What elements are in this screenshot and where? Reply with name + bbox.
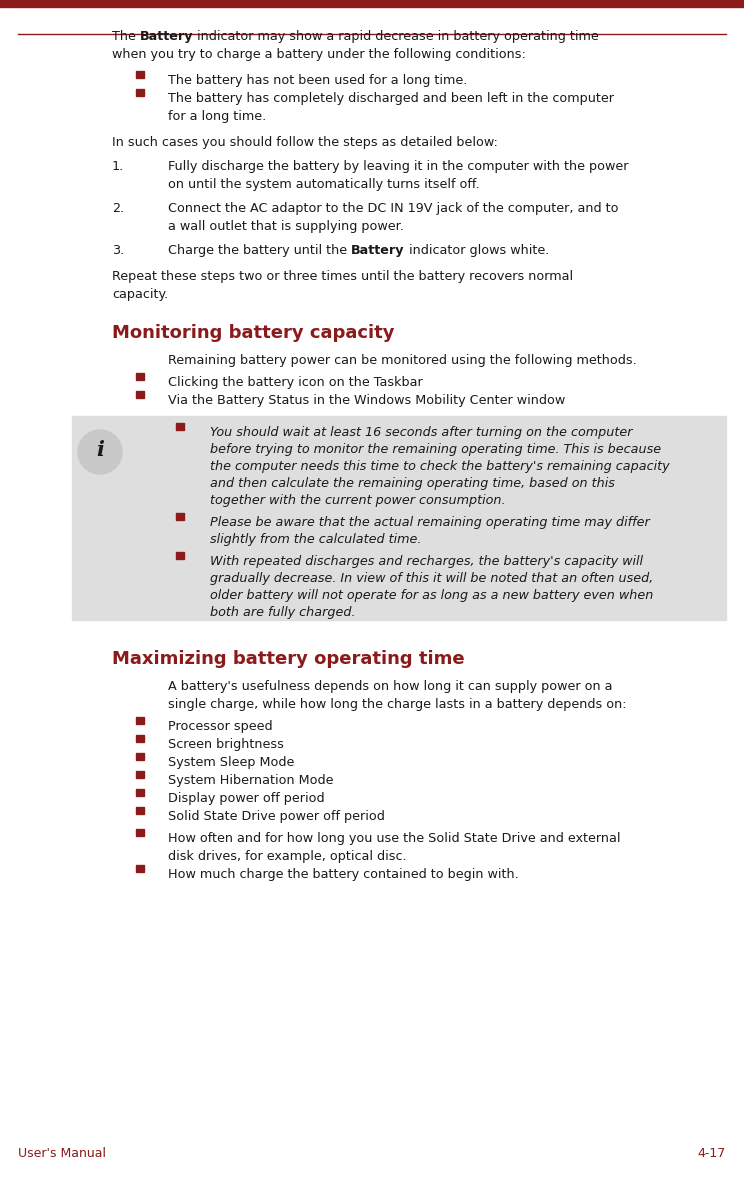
Text: gradually decrease. In view of this it will be noted that an often used,: gradually decrease. In view of this it w… bbox=[210, 572, 653, 585]
Text: System Hibernation Mode: System Hibernation Mode bbox=[168, 773, 333, 788]
Text: 3.: 3. bbox=[112, 244, 124, 257]
Bar bbox=[136, 71, 144, 78]
Text: Remaining battery power can be monitored using the following methods.: Remaining battery power can be monitored… bbox=[168, 354, 637, 367]
Text: User's Manual: User's Manual bbox=[18, 1147, 106, 1160]
Text: The battery has not been used for a long time.: The battery has not been used for a long… bbox=[168, 74, 467, 87]
Text: Screen brightness: Screen brightness bbox=[168, 738, 284, 751]
Text: before trying to monitor the remaining operating time. This is because: before trying to monitor the remaining o… bbox=[210, 443, 661, 456]
Bar bbox=[72, 416, 726, 620]
Text: Fully discharge the battery by leaving it in the computer with the power: Fully discharge the battery by leaving i… bbox=[168, 160, 629, 173]
Text: when you try to charge a battery under the following conditions:: when you try to charge a battery under t… bbox=[112, 48, 526, 61]
Bar bbox=[136, 373, 144, 380]
Text: capacity.: capacity. bbox=[112, 288, 168, 301]
Text: Monitoring battery capacity: Monitoring battery capacity bbox=[112, 324, 394, 342]
Text: together with the current power consumption.: together with the current power consumpt… bbox=[210, 494, 505, 507]
Circle shape bbox=[78, 430, 122, 474]
Text: Processor speed: Processor speed bbox=[168, 720, 272, 733]
Text: Connect the AC adaptor to the DC IN 19V jack of the computer, and to: Connect the AC adaptor to the DC IN 19V … bbox=[168, 202, 618, 215]
Text: The: The bbox=[112, 29, 140, 42]
Bar bbox=[136, 806, 144, 814]
Text: the computer needs this time to check the battery's remaining capacity: the computer needs this time to check th… bbox=[210, 460, 670, 473]
Text: Via the Battery Status in the Windows Mobility Center window: Via the Battery Status in the Windows Mo… bbox=[168, 394, 565, 407]
Bar bbox=[176, 513, 184, 520]
Text: Battery: Battery bbox=[140, 29, 193, 42]
Text: slightly from the calculated time.: slightly from the calculated time. bbox=[210, 533, 421, 546]
Bar bbox=[136, 789, 144, 796]
Bar bbox=[136, 717, 144, 724]
Text: and then calculate the remaining operating time, based on this: and then calculate the remaining operati… bbox=[210, 477, 615, 490]
Text: i: i bbox=[96, 440, 104, 460]
Text: indicator glows white.: indicator glows white. bbox=[405, 244, 549, 257]
Text: 2.: 2. bbox=[112, 202, 124, 215]
Text: Solid State Drive power off period: Solid State Drive power off period bbox=[168, 810, 385, 823]
Bar bbox=[136, 829, 144, 836]
Text: both are fully charged.: both are fully charged. bbox=[210, 606, 356, 619]
Bar bbox=[136, 88, 144, 95]
Text: disk drives, for example, optical disc.: disk drives, for example, optical disc. bbox=[168, 850, 407, 863]
Text: Charge the battery until the: Charge the battery until the bbox=[168, 244, 351, 257]
Text: Display power off period: Display power off period bbox=[168, 792, 324, 805]
Text: 1.: 1. bbox=[112, 160, 124, 173]
Text: How often and for how long you use the Solid State Drive and external: How often and for how long you use the S… bbox=[168, 832, 620, 845]
Text: Clicking the battery icon on the Taskbar: Clicking the battery icon on the Taskbar bbox=[168, 376, 423, 389]
Text: a wall outlet that is supplying power.: a wall outlet that is supplying power. bbox=[168, 220, 404, 233]
Text: A battery's usefulness depends on how long it can supply power on a: A battery's usefulness depends on how lo… bbox=[168, 680, 612, 693]
Text: single charge, while how long the charge lasts in a battery depends on:: single charge, while how long the charge… bbox=[168, 698, 626, 711]
Text: older battery will not operate for as long as a new battery even when: older battery will not operate for as lo… bbox=[210, 590, 653, 602]
Text: for a long time.: for a long time. bbox=[168, 110, 266, 123]
Text: How much charge the battery contained to begin with.: How much charge the battery contained to… bbox=[168, 868, 519, 881]
Bar bbox=[0, 0, 744, 7]
Text: Battery: Battery bbox=[351, 244, 405, 257]
Text: 4-17: 4-17 bbox=[698, 1147, 726, 1160]
Text: indicator may show a rapid decrease in battery operating time: indicator may show a rapid decrease in b… bbox=[193, 29, 599, 42]
Text: System Sleep Mode: System Sleep Mode bbox=[168, 756, 295, 769]
Bar bbox=[176, 552, 184, 559]
Bar bbox=[136, 735, 144, 742]
Text: With repeated discharges and recharges, the battery's capacity will: With repeated discharges and recharges, … bbox=[210, 555, 643, 568]
Bar bbox=[136, 753, 144, 759]
Text: Repeat these steps two or three times until the battery recovers normal: Repeat these steps two or three times un… bbox=[112, 270, 573, 283]
Text: Maximizing battery operating time: Maximizing battery operating time bbox=[112, 650, 464, 668]
Bar bbox=[136, 771, 144, 778]
Bar bbox=[136, 390, 144, 397]
Text: You should wait at least 16 seconds after turning on the computer: You should wait at least 16 seconds afte… bbox=[210, 426, 632, 439]
Text: The battery has completely discharged and been left in the computer: The battery has completely discharged an… bbox=[168, 92, 614, 105]
Text: on until the system automatically turns itself off.: on until the system automatically turns … bbox=[168, 178, 480, 191]
Bar bbox=[136, 865, 144, 871]
Bar bbox=[176, 423, 184, 429]
Text: In such cases you should follow the steps as detailed below:: In such cases you should follow the step… bbox=[112, 136, 498, 149]
Text: Please be aware that the actual remaining operating time may differ: Please be aware that the actual remainin… bbox=[210, 516, 650, 529]
